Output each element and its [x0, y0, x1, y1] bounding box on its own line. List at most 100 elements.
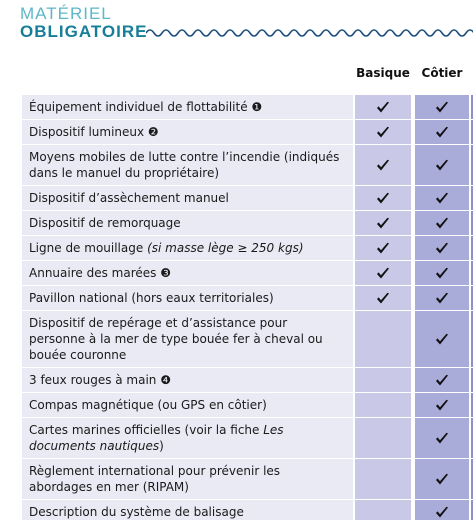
title-line-2: OBLIGATOIRE [20, 22, 148, 41]
check [436, 432, 448, 443]
check-cell [355, 368, 411, 392]
check [436, 217, 448, 228]
check [436, 473, 448, 484]
check [377, 159, 389, 170]
table-row: Dispositif de remorquage [22, 211, 473, 235]
check-cell [415, 211, 469, 235]
label-text: Compas magnétique (ou GPS en côtier) [29, 398, 267, 412]
check [436, 126, 448, 137]
cell [471, 145, 473, 185]
label-text: (si masse lège ≥ 250 kgs) [147, 241, 304, 255]
cell [471, 393, 473, 417]
check-cell [415, 186, 469, 210]
table-row: Description du système de balisage [22, 500, 473, 520]
table-row: Dispositif de repérage et d’assistance p… [22, 311, 473, 367]
check-cell [415, 368, 469, 392]
check-cell [355, 459, 411, 499]
table-row: 3 feux rouges à main ❹ [22, 368, 473, 392]
table-row: Annuaire des marées ❸ [22, 261, 473, 285]
check [436, 242, 448, 253]
check-cell [415, 459, 469, 499]
table-row: Pavillon national (hors eaux territorial… [22, 286, 473, 310]
title-line-1: MATÉRIEL [20, 4, 112, 23]
table-row: Ligne de mouillage (si masse lège ≥ 250 … [22, 236, 473, 260]
check-cell [415, 95, 469, 119]
cell [471, 459, 473, 499]
check [377, 101, 389, 112]
check-cell [355, 500, 411, 520]
check [377, 292, 389, 303]
cell [471, 120, 473, 144]
row-label: Pavillon national (hors eaux territorial… [22, 286, 353, 310]
check-cell [415, 286, 469, 310]
check-cell [355, 418, 411, 458]
label-text: Les documents nautiques [29, 423, 284, 453]
check-cell [355, 186, 411, 210]
row-label: Ligne de mouillage (si masse lège ≥ 250 … [22, 236, 353, 260]
cell [471, 236, 473, 260]
label-text: Dispositif de repérage et d’assistance p… [29, 316, 323, 362]
row-label: Équipement individuel de flottabilité ❶ [22, 95, 353, 119]
check-cell [355, 120, 411, 144]
check [436, 333, 448, 344]
cell [471, 186, 473, 210]
cell [471, 311, 473, 367]
row-label: Dispositif de repérage et d’assistance p… [22, 311, 353, 367]
check [436, 506, 448, 517]
check [436, 374, 448, 385]
row-label: Dispositif d’assèchement manuel [22, 186, 353, 210]
label-text: Annuaire des marées ❸ [29, 266, 171, 280]
table-row: Équipement individuel de flottabilité ❶ [22, 95, 473, 119]
label-text: Dispositif lumineux ❷ [29, 125, 159, 139]
label-text: Pavillon national (hors eaux territorial… [29, 291, 274, 305]
check [377, 192, 389, 203]
label-text: Dispositif d’assèchement manuel [29, 191, 229, 205]
label-text: Cartes marines officielles (voir la fich… [29, 423, 264, 437]
label-text: ) [159, 439, 164, 453]
check-cell [415, 120, 469, 144]
check-cell [415, 145, 469, 185]
label-text: Moyens mobiles de lutte contre l’incendi… [29, 150, 340, 180]
check-cell [415, 236, 469, 260]
cell [471, 500, 473, 520]
table-row: Compas magnétique (ou GPS en côtier) [22, 393, 473, 417]
cell [471, 95, 473, 119]
cell [471, 211, 473, 235]
table: Équipement individuel de flottabilité ❶ D… [22, 95, 473, 520]
label-text: Description du système de balisage [29, 505, 244, 519]
table-row: Dispositif lumineux ❷ [22, 120, 473, 144]
table-row: Moyens mobiles de lutte contre l’incendi… [22, 145, 473, 185]
check-cell [415, 500, 469, 520]
row-label: Dispositif de remorquage [22, 211, 353, 235]
wave-decoration [146, 29, 473, 37]
label-text: Dispositif de remorquage [29, 216, 181, 230]
row-label: 3 feux rouges à main ❹ [22, 368, 353, 392]
table-row: Dispositif d’assèchement manuel [22, 186, 473, 210]
check-cell [355, 145, 411, 185]
check-cell [415, 393, 469, 417]
check-cell [355, 286, 411, 310]
check [436, 267, 448, 278]
label-text: Règlement international pour prévenir le… [29, 464, 281, 494]
label-text: Équipement individuel de flottabilité ❶ [29, 100, 263, 114]
cell [471, 418, 473, 458]
check-cell [355, 211, 411, 235]
label-text: 3 feux rouges à main ❹ [29, 373, 171, 387]
table-row: Cartes marines officielles (voir la fich… [22, 418, 473, 458]
check [436, 101, 448, 112]
check-cell [355, 236, 411, 260]
check-cell [355, 95, 411, 119]
check-cell [355, 261, 411, 285]
row-label: Dispositif lumineux ❷ [22, 120, 353, 144]
row-label: Cartes marines officielles (voir la fich… [22, 418, 353, 458]
check [377, 267, 389, 278]
column-header: Basique [356, 66, 410, 80]
label-text: Ligne de mouillage [29, 241, 148, 255]
cell [471, 368, 473, 392]
check-cell [355, 393, 411, 417]
row-label: Moyens mobiles de lutte contre l’incendi… [22, 145, 353, 185]
table-row: Règlement international pour prévenir le… [22, 459, 473, 499]
check-cell [415, 418, 469, 458]
check [377, 126, 389, 137]
